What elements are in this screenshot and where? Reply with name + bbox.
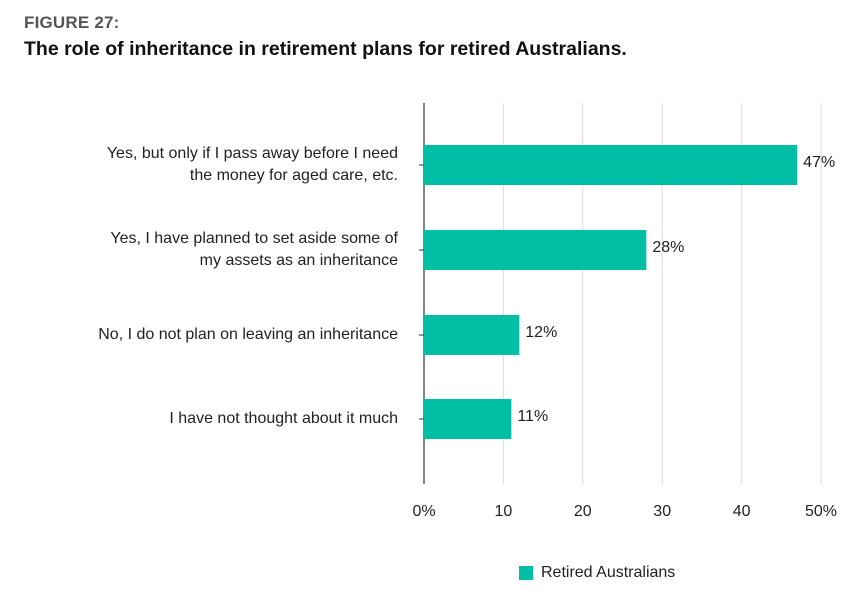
x-tick-label-10: 10	[495, 503, 513, 520]
category-label-0-1: the money for aged care, etc.	[190, 167, 398, 184]
bar-3	[424, 399, 512, 439]
category-label-0-0: Yes, but only if I pass away before I ne…	[107, 145, 398, 162]
figure-title: The role of inheritance in retirement pl…	[24, 38, 627, 60]
value-label-3: 11%	[517, 408, 548, 425]
legend: Retired Australians	[519, 564, 675, 582]
category-label-1-1: my assets as an inheritance	[200, 252, 398, 269]
category-label-3-0: I have not thought about it much	[169, 410, 398, 427]
bar-2	[424, 315, 520, 355]
x-tick-label-30: 30	[653, 503, 671, 520]
bar-0	[424, 145, 798, 185]
bar-1	[424, 230, 647, 270]
x-tick-label-20: 20	[574, 503, 592, 520]
x-tick-label-0: 0%	[412, 503, 435, 520]
figure-label: FIGURE 27:	[24, 13, 120, 32]
category-label-1-0: Yes, I have planned to set aside some of	[110, 230, 398, 247]
x-tick-label-40: 40	[733, 503, 751, 520]
x-tick-label-50: 50%	[805, 503, 837, 520]
value-label-1: 28%	[652, 239, 684, 256]
value-label-0: 47%	[803, 154, 835, 171]
legend-swatch	[519, 566, 533, 580]
legend-label: Retired Australians	[541, 564, 676, 581]
value-label-2: 12%	[525, 324, 557, 341]
category-label-2-0: No, I do not plan on leaving an inherita…	[98, 326, 398, 343]
